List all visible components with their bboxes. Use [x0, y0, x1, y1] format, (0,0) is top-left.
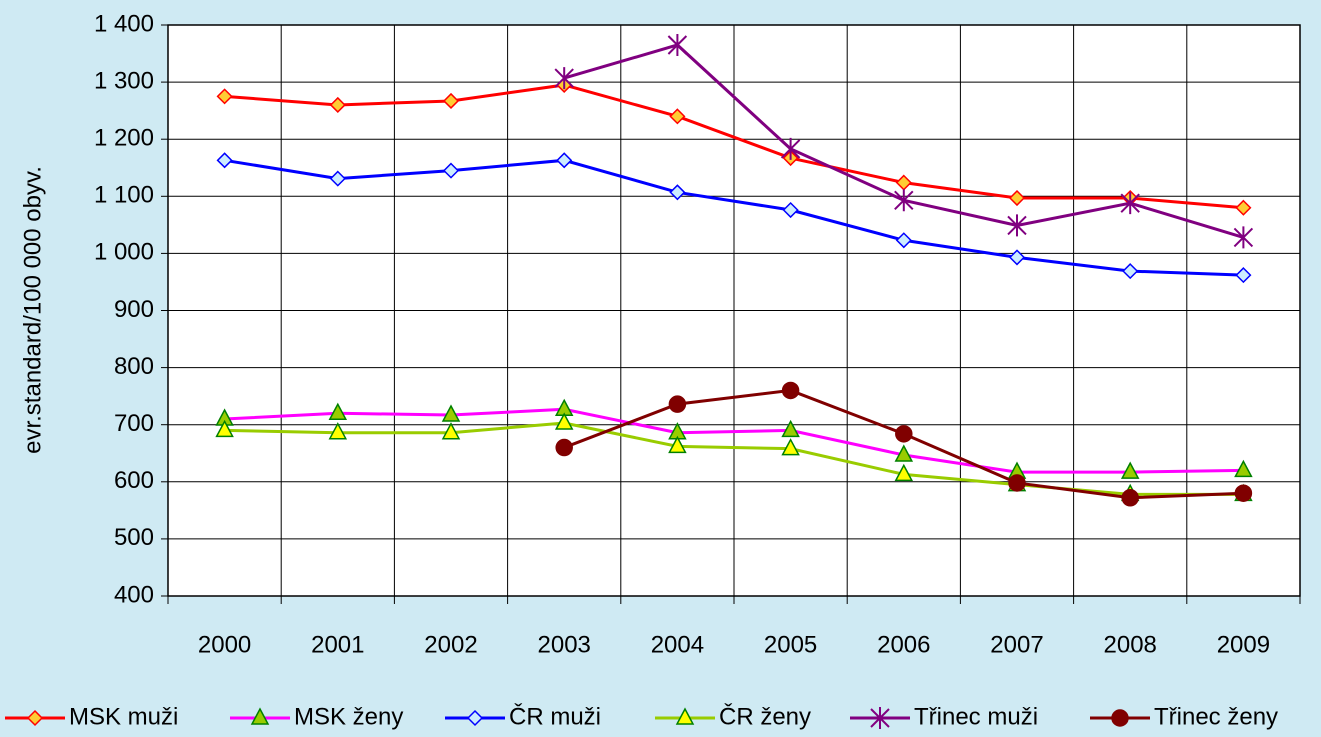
y-tick-label: 1 400 — [94, 10, 154, 37]
marker — [1008, 474, 1026, 492]
x-tick-label: 2006 — [877, 631, 930, 658]
y-axis-label: evr.standard/100 000 obyv. — [19, 166, 46, 454]
marker — [215, 419, 234, 438]
y-tick-label: 1 100 — [94, 182, 154, 209]
marker — [1120, 461, 1140, 479]
y-tick-label: 1 000 — [94, 239, 154, 266]
marker — [216, 88, 233, 105]
marker — [675, 707, 695, 725]
x-tick-label: 2004 — [651, 631, 704, 658]
legend-item: MSK muži — [5, 703, 178, 730]
legend-item: ČR muži — [445, 702, 601, 730]
marker — [1120, 192, 1140, 215]
marker — [782, 201, 799, 219]
y-tick-label: 1 300 — [94, 67, 154, 94]
series-line — [224, 407, 1244, 474]
y-tick-label: 500 — [114, 524, 154, 551]
marker — [1235, 199, 1252, 216]
y-tick-label: 400 — [114, 581, 154, 608]
x-tick-label: 2007 — [990, 631, 1043, 658]
x-tick-label: 2000 — [198, 631, 251, 658]
marker — [668, 435, 687, 454]
x-tick-label: 2003 — [538, 631, 591, 658]
legend-label: Třinec muži — [914, 703, 1038, 730]
y-tick-label: 1 200 — [94, 125, 154, 152]
marker — [894, 444, 914, 462]
marker — [1111, 709, 1129, 727]
legend-label: ČR muži — [509, 702, 601, 730]
marker — [781, 419, 800, 438]
marker — [1121, 489, 1139, 507]
marker — [1235, 267, 1252, 284]
legend-label: Třinec ženy — [1154, 703, 1278, 730]
y-tick-label: 600 — [114, 467, 154, 494]
marker — [26, 709, 44, 727]
marker — [328, 422, 348, 440]
marker — [441, 404, 461, 422]
marker — [1234, 459, 1253, 478]
series-line — [224, 83, 1244, 210]
marker — [216, 152, 233, 169]
marker — [1007, 214, 1027, 237]
marker — [1234, 484, 1253, 502]
marker — [895, 232, 912, 249]
x-tick-label: 2009 — [1217, 631, 1270, 658]
marker — [442, 92, 460, 110]
y-tick-label: 800 — [114, 353, 154, 380]
legend-label: MSK muži — [69, 703, 178, 730]
marker — [466, 709, 484, 727]
legend-item: Třinec muži — [850, 703, 1038, 730]
marker — [329, 170, 346, 187]
marker — [780, 137, 801, 160]
x-tick-label: 2008 — [1104, 631, 1157, 658]
marker — [1008, 249, 1026, 266]
x-tick-label: 2002 — [424, 631, 477, 658]
marker — [554, 67, 574, 90]
marker — [329, 96, 346, 114]
marker — [1233, 226, 1254, 249]
marker — [669, 108, 686, 125]
x-tick-label: 2001 — [311, 631, 364, 658]
marker — [1122, 263, 1139, 280]
legend-item: MSK ženy — [230, 703, 403, 730]
legend-label: ČR ženy — [719, 702, 811, 730]
marker — [328, 402, 348, 421]
marker — [554, 412, 574, 430]
legend-label: MSK ženy — [294, 703, 403, 730]
marker — [894, 463, 914, 482]
marker — [250, 707, 270, 725]
marker — [870, 707, 890, 729]
marker — [669, 184, 686, 201]
marker — [1008, 189, 1026, 207]
marker — [895, 425, 913, 443]
marker — [781, 381, 800, 400]
marker — [781, 438, 800, 456]
marker — [894, 189, 914, 212]
y-tick-label: 900 — [114, 296, 154, 323]
marker — [668, 395, 687, 413]
marker — [555, 438, 573, 457]
x-tick-label: 2005 — [764, 631, 817, 658]
marker — [556, 152, 573, 169]
legend-item: ČR ženy — [655, 702, 811, 730]
marker — [667, 33, 688, 56]
y-tick-label: 700 — [114, 410, 154, 437]
marker — [442, 162, 460, 179]
legend-item: Třinec ženy — [1090, 703, 1278, 730]
series-line — [224, 158, 1244, 277]
plot-border — [167, 24, 1301, 597]
marker — [441, 422, 461, 440]
